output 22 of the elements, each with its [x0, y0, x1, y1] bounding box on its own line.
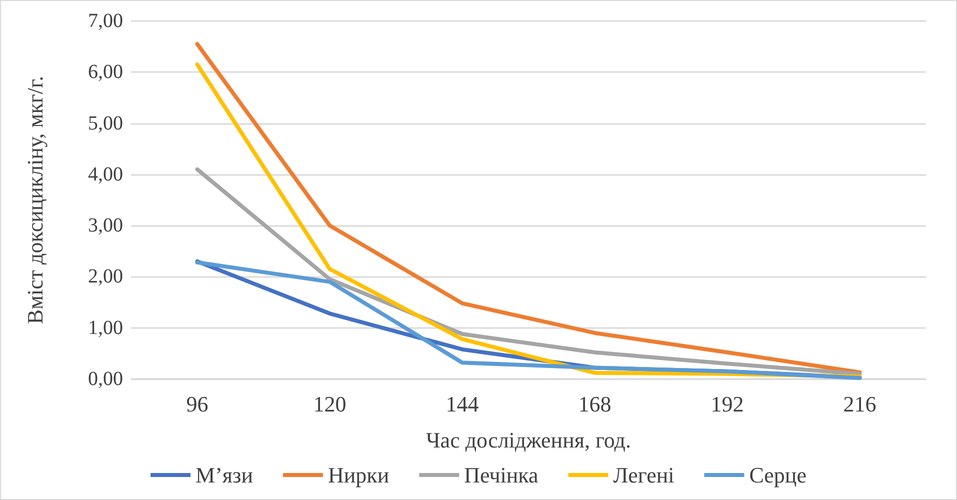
y-axis-title: Вміст доксицикліну, мкг/г. — [22, 76, 48, 324]
y-tick-label: 1,00 — [88, 316, 123, 339]
x-tick-label: 144 — [446, 392, 479, 416]
y-tick-label: 2,00 — [88, 266, 123, 288]
y-tick-label: 7,00 — [88, 10, 123, 32]
line-series — [195, 167, 862, 376]
legend-label: Легені — [613, 462, 674, 488]
legend-label: Печінка — [464, 462, 539, 488]
x-tick-label: 216 — [843, 392, 876, 416]
y-tick-label: 6,00 — [88, 61, 123, 84]
x-tick-label: 168 — [578, 392, 612, 416]
y-tick-label: 0,00 — [88, 368, 123, 390]
legend-label: Нирки — [328, 462, 390, 488]
y-tick-label: 3,00 — [88, 214, 123, 237]
y-tick-label: 4,00 — [88, 163, 123, 186]
x-tick-label: 192 — [710, 392, 744, 416]
legend-label: М’язи — [196, 462, 254, 488]
y-tick-label: 5,00 — [88, 112, 123, 134]
legend-label: Серце — [749, 462, 806, 488]
x-tick-label: 120 — [313, 392, 346, 416]
x-tick-label: 96 — [186, 392, 208, 416]
x-axis-title: Час дослідження, год. — [426, 428, 631, 452]
